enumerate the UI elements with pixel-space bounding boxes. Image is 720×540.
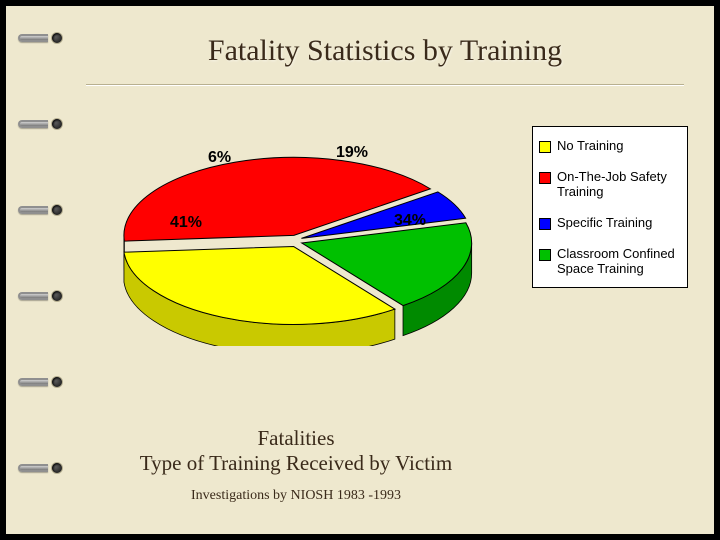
spiral-binding: [24, 6, 64, 534]
pie-label-yellow: 34%: [394, 212, 426, 230]
pie-svg: [116, 126, 476, 346]
binding-ring: [24, 286, 58, 304]
legend: No Training On-The-Job Safety Training Spe…: [532, 126, 688, 288]
legend-swatch: [539, 218, 551, 230]
chart-caption: Fatalities Type of Training Received by …: [86, 426, 506, 476]
page-title: Fatality Statistics by Training: [86, 34, 684, 68]
pie-label-green: 19%: [336, 144, 368, 162]
legend-label: Specific Training: [557, 216, 652, 231]
binding-ring: [24, 114, 58, 132]
binding-ring: [24, 28, 58, 46]
slide: Fatality Statistics by Training 19% 34% 41…: [6, 6, 714, 534]
pie-wrap: 19% 34% 41% 6%: [116, 126, 476, 346]
legend-swatch: [539, 141, 551, 153]
binding-ring: [24, 372, 58, 390]
legend-swatch: [539, 249, 551, 261]
pie-label-red: 41%: [170, 214, 202, 232]
legend-label: On-The-Job Safety Training: [557, 170, 681, 200]
legend-label: Classroom Confined Space Training: [557, 247, 681, 277]
legend-item-red: On-The-Job Safety Training: [539, 170, 681, 200]
legend-item-blue: Specific Training: [539, 216, 681, 231]
caption-line-1: Fatalities: [86, 426, 506, 451]
legend-swatch: [539, 172, 551, 184]
legend-label: No Training: [557, 139, 623, 154]
pie-chart: 19% 34% 41% 6%: [86, 116, 526, 356]
legend-item-yellow: No Training: [539, 139, 681, 154]
caption-line-2: Type of Training Received by Victim: [86, 451, 506, 476]
chart-subcaption: Investigations by NIOSH 1983 -1993: [86, 488, 506, 504]
legend-item-green: Classroom Confined Space Training: [539, 247, 681, 277]
pie-label-blue: 6%: [208, 149, 231, 167]
binding-ring: [24, 458, 58, 476]
title-divider: [86, 84, 684, 86]
binding-ring: [24, 200, 58, 218]
